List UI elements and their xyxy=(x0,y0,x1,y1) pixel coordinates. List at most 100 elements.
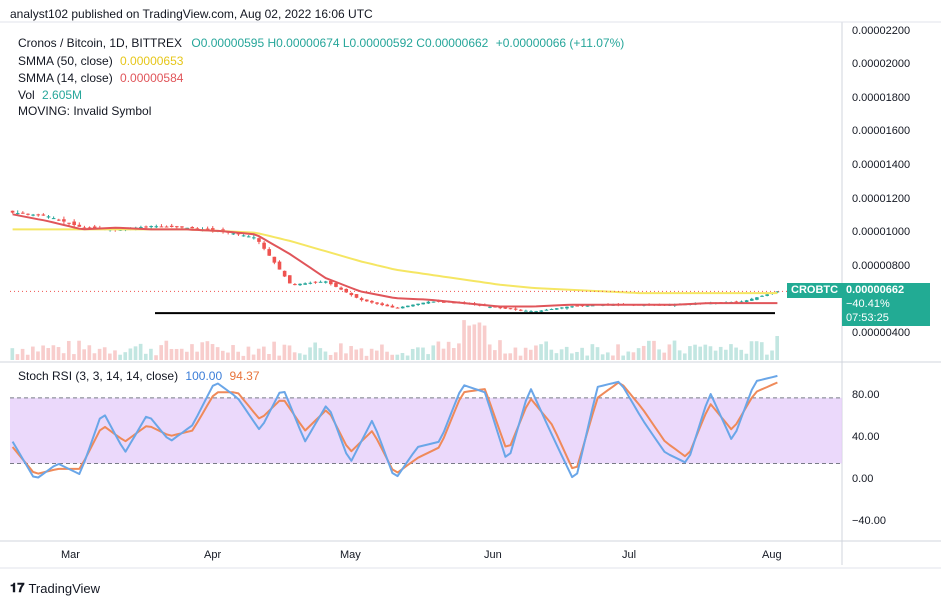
price-tick-4: 0.00001400 xyxy=(852,159,911,171)
volume-bar xyxy=(605,352,610,360)
candle xyxy=(77,224,82,227)
price-tick-8: 0.00000400 xyxy=(852,327,911,339)
volume-bar xyxy=(467,325,471,360)
volume-bar xyxy=(102,347,107,360)
candle xyxy=(775,291,780,293)
candle xyxy=(139,227,143,229)
volume-bar xyxy=(482,325,487,360)
volume-bar xyxy=(246,346,251,360)
volume-bar xyxy=(390,354,394,360)
volume-bar xyxy=(82,349,86,360)
candle xyxy=(416,303,420,305)
volume-bar xyxy=(159,345,163,360)
volume-bar xyxy=(303,354,307,360)
candle xyxy=(205,228,210,230)
volume-bar xyxy=(734,347,738,360)
stoch-legend: Stoch RSI (3, 3, 14, 14, close) 100.00 9… xyxy=(18,369,260,383)
volume-bar xyxy=(364,355,369,360)
volume-bar xyxy=(154,355,158,360)
volume-bar xyxy=(133,346,138,360)
volume-bar xyxy=(195,351,199,360)
volume-bar xyxy=(380,344,384,360)
volume-bar xyxy=(559,349,564,360)
candle xyxy=(498,306,503,309)
stoch-tick-2: 0.00 xyxy=(852,473,874,485)
volume-bar xyxy=(313,342,317,360)
last-change-tag: −40.41% xyxy=(842,297,930,312)
volume-bar xyxy=(436,341,441,360)
legend-smma14-row: SMMA (14, close) 0.00000584 xyxy=(18,71,183,85)
candle xyxy=(41,214,46,216)
volume-bar xyxy=(457,343,461,360)
candle xyxy=(252,237,256,239)
candle xyxy=(370,300,374,303)
candle xyxy=(513,308,518,310)
time-label-may: May xyxy=(340,549,361,561)
volume-bar xyxy=(600,354,605,360)
volume-bar xyxy=(775,336,779,360)
stoch-k-value: 100.00 xyxy=(185,369,223,383)
candle xyxy=(21,212,25,214)
volume-bar xyxy=(369,348,374,360)
volume-bar xyxy=(36,351,40,360)
volume-bar xyxy=(749,341,754,360)
candle xyxy=(755,297,759,300)
candle xyxy=(431,301,436,303)
volume-bar xyxy=(210,344,215,360)
candle xyxy=(46,216,51,218)
volume-bar xyxy=(621,355,625,360)
volume-bar xyxy=(56,347,61,360)
volume-bar xyxy=(344,353,348,360)
volume-bar xyxy=(539,344,543,360)
volume-bar xyxy=(493,350,497,360)
volume-bar xyxy=(323,351,328,360)
volume-bar xyxy=(318,348,323,360)
volume-bar xyxy=(66,340,71,360)
volume-bar xyxy=(374,350,379,360)
volume-bar xyxy=(534,345,538,360)
tradingview-brand: TradingView xyxy=(28,580,101,596)
volume-bar xyxy=(421,347,425,360)
volume-bar xyxy=(575,351,579,360)
volume-bar xyxy=(97,348,102,360)
candle xyxy=(246,236,251,238)
smma50-value: 0.00000653 xyxy=(120,54,184,68)
candle xyxy=(385,304,390,307)
price-tick-6: 0.00001000 xyxy=(852,226,911,238)
volume-bar xyxy=(585,355,590,360)
tradingview-logo[interactable]: 𝟏𝟕 TradingView xyxy=(10,580,100,596)
volume-bar xyxy=(41,345,45,360)
volume-bar xyxy=(688,346,692,360)
volume-bar xyxy=(277,355,282,360)
volume-bar xyxy=(282,344,287,360)
volume-bar xyxy=(179,348,184,360)
volume-bar xyxy=(354,349,359,360)
last-price-tag: 0.00000662 xyxy=(842,283,930,298)
stoch-tick-3: −40.00 xyxy=(852,515,886,527)
candle xyxy=(359,298,364,301)
price-tick-5: 0.00001200 xyxy=(852,193,911,205)
candle xyxy=(164,226,169,228)
candle xyxy=(329,280,333,285)
volume-bar xyxy=(385,351,389,360)
candle xyxy=(36,214,41,216)
volume-bar xyxy=(770,350,774,360)
candle xyxy=(534,311,538,313)
legend-ohlc: O0.00000595 H0.00000674 L0.00000592 C0.0… xyxy=(191,36,489,50)
legend-vol-row: Vol 2.605M xyxy=(18,88,82,102)
vol-value: 2.605M xyxy=(42,88,83,102)
volume-bar xyxy=(595,347,600,360)
time-label-mar: Mar xyxy=(61,549,80,561)
legend-symbol: Cronos / Bitcoin, 1D, BITTREX xyxy=(18,36,183,50)
candle xyxy=(210,228,215,231)
volume-bar xyxy=(328,354,333,360)
candle xyxy=(380,303,384,306)
volume-bar xyxy=(703,344,708,360)
price-tick-0: 0.00002200 xyxy=(852,25,911,37)
volume-bar xyxy=(31,346,35,360)
candle xyxy=(159,226,164,228)
price-tick-2: 0.00001800 xyxy=(852,92,911,104)
time-label-jun: Jun xyxy=(484,549,502,561)
candle xyxy=(560,307,564,309)
